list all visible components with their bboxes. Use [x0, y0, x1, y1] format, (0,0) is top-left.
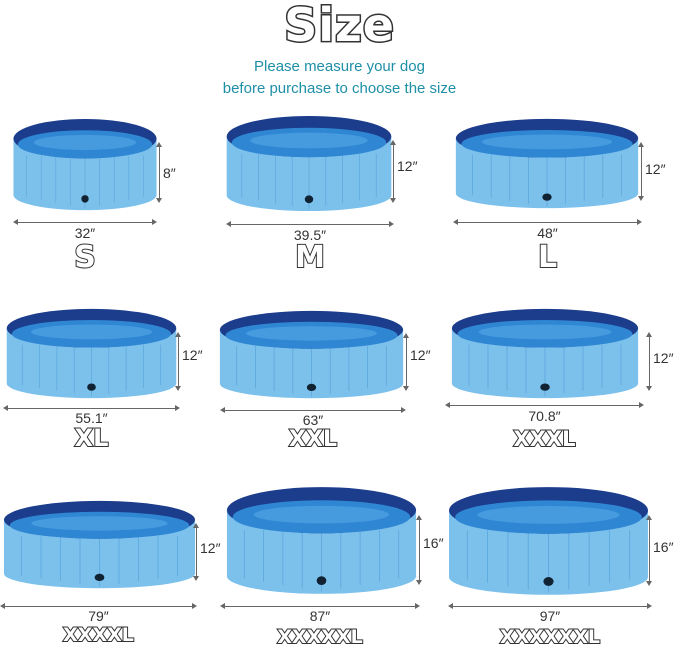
height-label: 12″	[200, 540, 221, 556]
pool-image-xxxxxxl	[447, 486, 650, 597]
height-arrow	[193, 523, 199, 582]
diameter-arrow	[445, 402, 644, 408]
diameter-arrow	[3, 405, 180, 411]
subtitle-line-2: before purchase to choose the size	[222, 80, 457, 97]
diameter-arrow	[220, 407, 406, 413]
height-label: 12″	[182, 347, 203, 363]
page-title: Size	[283, 0, 396, 54]
height-arrow	[390, 140, 396, 204]
height-label: 12″	[397, 158, 418, 174]
diameter-label: 55.1″	[75, 410, 108, 426]
diameter-label: 97″	[539, 608, 561, 624]
diameter-arrow	[448, 603, 652, 609]
size-label: XXXXXL	[276, 625, 363, 649]
size-label: L	[537, 239, 558, 276]
diameter-arrow	[13, 219, 157, 225]
height-arrow	[646, 515, 652, 586]
height-arrow	[175, 331, 181, 392]
diameter-label: 63″	[302, 412, 324, 428]
diameter-label: 70.8″	[528, 408, 561, 424]
diameter-label: 48″	[537, 225, 558, 241]
height-label: 16″	[423, 535, 444, 551]
diameter-arrow	[220, 603, 420, 609]
diameter-label: 79″	[88, 608, 109, 624]
pool-image-m	[225, 115, 393, 213]
size-label: M	[294, 239, 326, 276]
pool-image-s	[12, 118, 158, 212]
height-arrow	[403, 333, 409, 392]
height-label: 12″	[653, 350, 674, 366]
height-label: 12″	[410, 347, 431, 363]
height-arrow	[646, 331, 652, 392]
height-label: 12″	[645, 161, 666, 177]
pool-image-xxxl	[450, 308, 640, 400]
diameter-label: 32″	[74, 225, 96, 241]
subtitle-line-1: Please measure your dog	[254, 58, 425, 75]
size-label: XXXXL	[62, 623, 135, 647]
height-arrow	[416, 514, 422, 585]
diameter-label: 39.5″	[293, 227, 327, 243]
height-arrow	[156, 142, 162, 204]
pool-image-xxxxxl	[225, 486, 418, 596]
diameter-arrow	[226, 221, 394, 227]
diameter-arrow	[453, 219, 642, 225]
size-label: XXXL	[513, 426, 577, 452]
pool-image-xxxxl	[2, 500, 197, 590]
size-label: S	[73, 239, 97, 276]
height-arrow	[638, 141, 644, 202]
diameter-arrow	[0, 603, 197, 609]
pool-image-l	[454, 118, 640, 210]
diameter-label: 87″	[309, 608, 331, 624]
height-label: 8″	[163, 165, 176, 181]
size-label: XL	[74, 423, 110, 453]
size-label: XXXXXXL	[499, 625, 601, 649]
height-label: 16″	[653, 539, 674, 555]
pool-image-xl	[5, 308, 178, 400]
pool-image-xxl	[218, 310, 405, 400]
size-label: XXL	[288, 426, 338, 453]
